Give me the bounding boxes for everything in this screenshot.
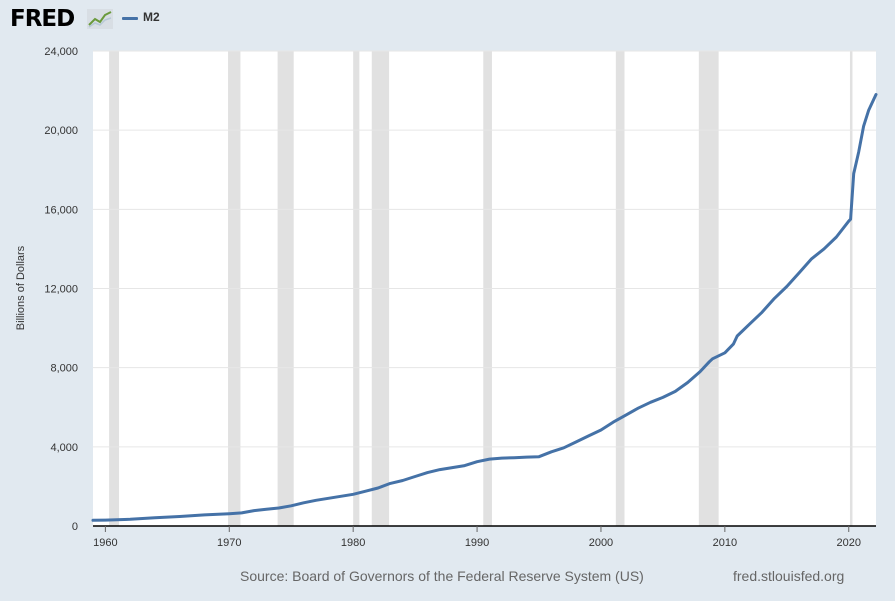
y-tick-label: 20,000 — [44, 125, 78, 137]
series-layer — [91, 93, 878, 522]
header: FRED M2 — [0, 0, 895, 40]
footer: Source: Board of Governors of the Federa… — [0, 566, 895, 588]
source-note: Source: Board of Governors of the Federa… — [240, 568, 644, 584]
y-tick-label: 24,000 — [44, 46, 78, 58]
y-tick-labels: 0 4,000 8,000 12,000 16,000 20,000 24,000 — [44, 46, 78, 533]
x-tick-label: 1960 — [93, 537, 117, 549]
site-link[interactable]: fred.stlouisfed.org — [733, 568, 845, 584]
y-tick-label: 12,000 — [44, 284, 78, 296]
chart: 0 4,000 8,000 12,000 16,000 20,000 24,000 1960… — [15, 46, 878, 549]
y-tick-label: 16,000 — [44, 204, 78, 216]
fred-chart-icon — [87, 9, 113, 29]
y-tick-label: 0 — [72, 521, 78, 533]
x-tick-label: 2010 — [713, 537, 737, 549]
x-tick-labels: 1960 1970 1980 1990 2000 2010 2020 — [93, 526, 861, 549]
y-tick-label: 8,000 — [50, 363, 78, 375]
x-tick-label: 1980 — [341, 537, 365, 549]
x-tick-label: 1970 — [217, 537, 241, 549]
x-tick-label: 2020 — [837, 537, 861, 549]
legend-swatch — [122, 17, 138, 20]
y-axis-label: Billions of Dollars — [15, 245, 27, 330]
series-line-m2[interactable] — [91, 93, 878, 522]
x-tick-label: 2000 — [589, 537, 613, 549]
y-tick-label: 4,000 — [50, 442, 78, 454]
legend-label: M2 — [143, 10, 160, 24]
grid-lines — [93, 50, 876, 448]
x-tick-label: 1990 — [465, 537, 489, 549]
fred-logo[interactable]: FRED — [10, 6, 75, 32]
